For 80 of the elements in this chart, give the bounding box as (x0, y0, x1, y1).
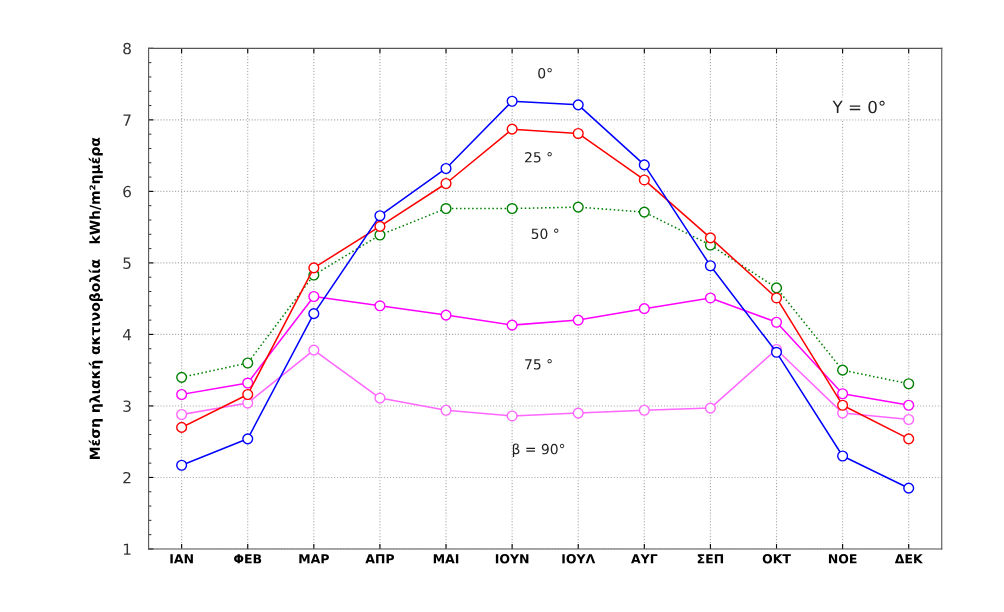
series-label: 50 ° (531, 228, 559, 240)
point (704, 292, 716, 304)
point (374, 392, 386, 404)
point (440, 404, 452, 416)
point (374, 220, 386, 232)
y-tick-label: 8 (123, 42, 131, 55)
annotation: Y = 0° (832, 100, 885, 114)
x-tick-label: ΑΥΓ (631, 554, 658, 564)
point (572, 127, 584, 140)
point (242, 433, 254, 445)
point (176, 371, 188, 383)
x-tick-label: ΙΟΥΛ (562, 554, 596, 564)
y-tick-label: 2 (123, 471, 131, 484)
point (374, 210, 386, 222)
point (572, 314, 584, 326)
point (308, 262, 320, 274)
point (308, 344, 320, 356)
y-tick-label: 6 (123, 185, 131, 198)
point (638, 159, 650, 171)
point (903, 482, 915, 494)
point (176, 388, 188, 401)
x-tick-label: ΦΕΒ (234, 554, 262, 564)
point (704, 402, 716, 414)
point (572, 407, 584, 419)
point (638, 404, 650, 416)
point (440, 162, 452, 175)
y-tick-label: 5 (123, 257, 131, 269)
point (770, 316, 783, 328)
point (572, 99, 584, 111)
x-tick-label: ΔΕΚ (894, 554, 924, 564)
x-tick-label: ΑΠΡ (365, 554, 395, 564)
point (506, 319, 518, 331)
point (704, 232, 716, 244)
text: 75 ° (525, 359, 552, 370)
point (308, 290, 320, 303)
x-tick-label: ΙΑΝ (170, 554, 193, 564)
y-axis-title: Μέση ηλιακή ακτινοβολία kWh/m²ημέρα (88, 137, 103, 459)
x-tick-label: ΜΑΙ (433, 554, 459, 564)
point (903, 378, 915, 390)
point (440, 202, 452, 215)
point (242, 377, 254, 389)
point (770, 282, 783, 294)
y-tick-label: 1 (123, 543, 131, 555)
y-tick-label: 4 (122, 329, 132, 341)
point (704, 260, 716, 272)
point (506, 410, 518, 422)
point (242, 357, 254, 369)
series-label: β = 90° (512, 443, 565, 458)
point (374, 300, 386, 312)
x-tick-label: ΣΕΠ (697, 554, 724, 564)
x-tick-label: ΟΚΤ (762, 554, 791, 564)
point (176, 408, 188, 421)
x-tick-label: ΙΟΥΝ (495, 554, 529, 564)
point (837, 388, 849, 400)
point (837, 399, 849, 411)
point (308, 308, 320, 320)
point (572, 201, 584, 213)
y-tick-label: 3 (123, 400, 131, 412)
point (837, 364, 849, 376)
point (242, 388, 254, 401)
point (903, 413, 915, 426)
point (176, 421, 188, 433)
point (506, 95, 518, 107)
point (506, 123, 518, 135)
point (176, 459, 188, 471)
point (638, 174, 650, 186)
x-tick-label: ΜΑΡ (299, 554, 329, 564)
point (837, 450, 849, 462)
point (903, 433, 915, 445)
point (903, 399, 915, 411)
point (440, 177, 452, 190)
x-tick-label: ΝΟΕ (828, 554, 857, 564)
point (770, 292, 783, 304)
point (638, 206, 650, 218)
point (440, 309, 452, 321)
point (506, 202, 518, 215)
y-tick-label: 7 (123, 114, 131, 126)
point (638, 303, 650, 315)
series-label: 0° (538, 67, 552, 79)
series-label: 25 ° (525, 152, 552, 163)
